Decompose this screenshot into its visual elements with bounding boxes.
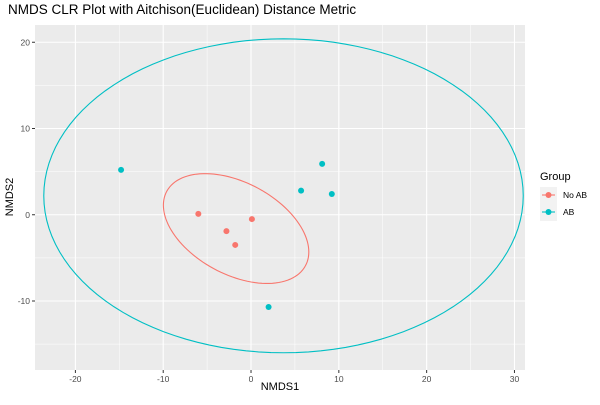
legend-key-point [545, 209, 552, 215]
legend-title: Group [540, 171, 571, 183]
data-point-ab [265, 304, 272, 311]
data-point-no-ab [232, 241, 239, 248]
data-point-ab [298, 187, 305, 194]
x-tick-label: 30 [510, 374, 520, 384]
y-axis: -10 0 10 20 [18, 37, 35, 306]
x-tick-label: -20 [69, 374, 82, 384]
x-tick-label: -10 [157, 374, 170, 384]
data-point-ab [328, 191, 335, 198]
data-points [118, 160, 335, 311]
y-tick-label: 20 [21, 37, 31, 47]
legend-label: No AB [563, 190, 587, 200]
y-axis-title: NMDS2 [4, 178, 16, 217]
y-tick-label: -10 [18, 296, 31, 306]
x-tick-label: 0 [249, 374, 254, 384]
y-tick-label: 0 [25, 210, 30, 220]
data-point-no-ab [248, 216, 255, 223]
data-point-no-ab [223, 228, 230, 235]
legend-label: AB [563, 207, 575, 217]
x-axis-title: NMDS1 [261, 381, 300, 393]
y-tick-label: 10 [21, 124, 31, 134]
data-point-ab [118, 166, 125, 173]
data-point-ab [319, 160, 326, 167]
confidence-ellipses [43, 38, 524, 354]
legend: Group No AB AB [540, 171, 587, 221]
legend-key-point [545, 192, 552, 198]
ellipse-no-ab [162, 173, 310, 284]
data-point-no-ab [195, 210, 202, 217]
ellipse-ab [43, 38, 524, 354]
x-tick-label: 10 [334, 374, 344, 384]
x-axis: -20 -10 0 10 20 30 [69, 370, 519, 384]
grid-lines [35, 25, 525, 370]
x-tick-label: 20 [422, 374, 432, 384]
plot-panel [35, 25, 525, 370]
chart-title: NMDS CLR Plot with Aitchison(Euclidean) … [8, 2, 356, 17]
